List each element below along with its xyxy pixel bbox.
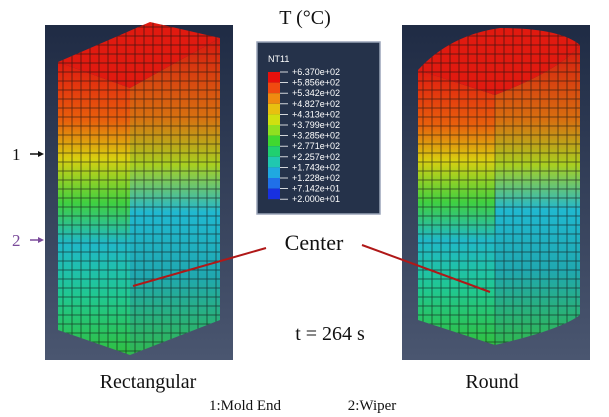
mesh bbox=[58, 62, 130, 355]
mesh bbox=[130, 38, 220, 355]
legend-label: +4.827e+02 bbox=[292, 99, 340, 109]
legend-swatch bbox=[268, 146, 280, 157]
marker-2: 2 bbox=[12, 231, 21, 250]
arrow-head bbox=[38, 237, 44, 243]
caption: Rectangular bbox=[100, 371, 197, 393]
footnote: 1:Mold End bbox=[209, 398, 282, 414]
legend-swatch bbox=[268, 104, 280, 115]
legend-swatch bbox=[268, 93, 280, 104]
legend-label: +7.142e+01 bbox=[292, 184, 340, 194]
time-label: t = 264 s bbox=[295, 323, 365, 345]
title: T (°C) bbox=[279, 7, 331, 29]
caption: Round bbox=[465, 371, 518, 393]
legend-label: +6.370e+02 bbox=[292, 67, 340, 77]
legend-label: +3.285e+02 bbox=[292, 131, 340, 141]
marker-1: 1 bbox=[12, 145, 21, 164]
legend-swatch bbox=[268, 136, 280, 147]
legend-swatch bbox=[268, 157, 280, 168]
legend-swatch bbox=[268, 83, 280, 94]
legend-title: NT11 bbox=[268, 54, 289, 64]
mesh bbox=[495, 45, 580, 345]
legend-swatch bbox=[268, 178, 280, 189]
legend-label: +2.257e+02 bbox=[292, 152, 340, 162]
legend-label: +5.856e+02 bbox=[292, 78, 340, 88]
legend-label: +5.342e+02 bbox=[292, 88, 340, 98]
footnote: 2:Wiper bbox=[348, 398, 397, 414]
mesh bbox=[418, 70, 495, 345]
legend-swatch bbox=[268, 189, 280, 200]
legend-swatch bbox=[268, 72, 280, 83]
center-label: Center bbox=[285, 230, 344, 255]
arrow-head bbox=[38, 151, 44, 157]
legend-swatch bbox=[268, 125, 280, 136]
legend-swatch bbox=[268, 167, 280, 178]
legend-label: +2.000e+01 bbox=[292, 194, 340, 204]
figure: NT11 +6.370e+02+5.856e+02+5.342e+02+4.82… bbox=[0, 0, 609, 417]
legend-label: +1.228e+02 bbox=[292, 173, 340, 183]
legend-label: +2.771e+02 bbox=[292, 141, 340, 151]
legend-label: +4.313e+02 bbox=[292, 109, 340, 119]
legend-swatch bbox=[268, 114, 280, 125]
legend-label: +1.743e+02 bbox=[292, 162, 340, 172]
legend: +6.370e+02+5.856e+02+5.342e+02+4.827e+02… bbox=[268, 67, 340, 204]
legend-label: +3.799e+02 bbox=[292, 120, 340, 130]
